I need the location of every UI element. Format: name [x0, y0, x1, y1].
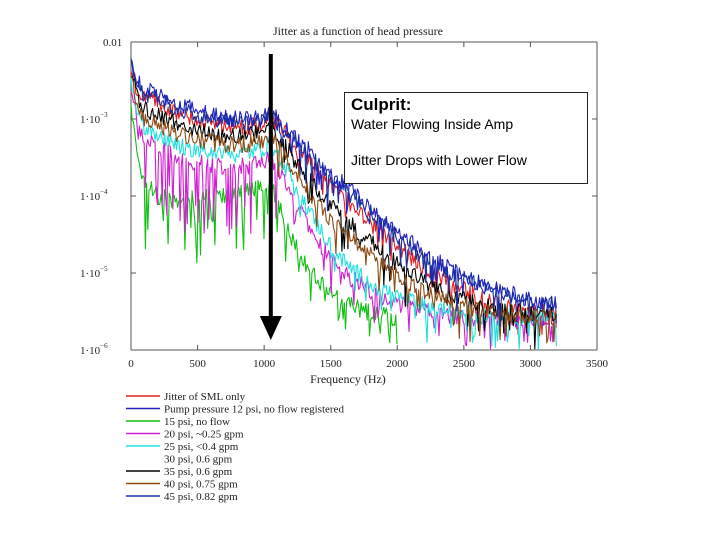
series-line: [130, 58, 557, 327]
x-tick-label: 2000: [386, 358, 409, 370]
x-tick-label: 3500: [586, 358, 609, 370]
arrow-head: [259, 316, 282, 340]
callout-title: Culprit:: [351, 95, 412, 114]
plot-frame: [130, 41, 598, 351]
x-tick-labels: 0 500 1000 1500 2000 2500 3000 3500: [128, 358, 608, 370]
legend-label: 15 psi, no flow: [164, 416, 230, 428]
callout-box: Culprit: Water Flowing Inside Amp Jitter…: [344, 92, 588, 184]
legend-label: Pump pressure 12 psi, no flow registered: [164, 404, 344, 416]
y-tick-label: 1·10−3: [80, 111, 108, 126]
series-line: [130, 75, 557, 344]
callout-line-1: Water Flowing Inside Amp: [351, 116, 514, 132]
annotation-arrow: [259, 54, 282, 340]
legend-label: 30 psi, 0.6 gpm: [164, 454, 233, 466]
legend-label: 20 psi, ~0.25 gpm: [164, 429, 244, 441]
y-tick-label: 1·10−4: [80, 188, 108, 203]
tick-marks: [130, 41, 598, 351]
series-line: [130, 104, 398, 345]
x-tick-label: 3000: [519, 358, 542, 370]
y-tick-label: 1·10−6: [80, 342, 108, 357]
callout-line-2: Jitter Drops with Lower Flow: [351, 152, 527, 168]
y-tick-labels: 0.01 1·10−3 1·10−4 1·10−5 1·10−6: [80, 37, 122, 357]
legend-label: 45 psi, 0.82 gpm: [164, 491, 238, 503]
x-axis-label: Frequency (Hz): [310, 372, 386, 386]
legend-label: 25 psi, <0.4 gpm: [164, 441, 239, 453]
x-tick-label: 1500: [320, 358, 343, 370]
series-lines: [130, 58, 557, 351]
y-tick-label: 0.01: [103, 37, 122, 49]
legend-label: 40 psi, 0.75 gpm: [164, 479, 238, 491]
legend-label: 35 psi, 0.6 gpm: [164, 466, 233, 478]
x-tick-label: 0: [128, 358, 134, 370]
x-tick-label: 500: [189, 358, 206, 370]
y-tick-label: 1·10−5: [80, 265, 108, 280]
chart-title: Jitter as a function of head pressure: [273, 24, 443, 38]
x-tick-label: 2500: [453, 358, 476, 370]
series-line: [130, 91, 557, 350]
x-tick-label: 1000: [253, 358, 276, 370]
legend-label: Jitter of SML only: [164, 391, 246, 403]
